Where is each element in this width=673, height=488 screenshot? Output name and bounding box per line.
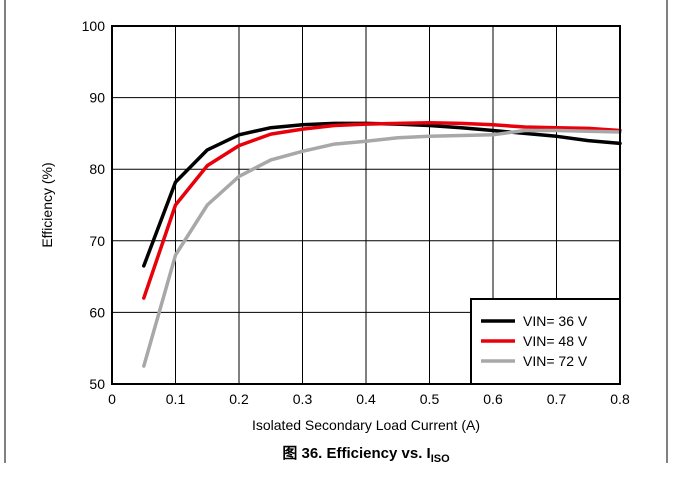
caption-main: 图 36. Efficiency vs. I xyxy=(282,445,430,462)
x-tick-label: 0.3 xyxy=(293,391,313,407)
legend-label-2: VIN= 48 V xyxy=(523,333,588,349)
y-tick-label: 70 xyxy=(89,233,105,249)
y-tick-label: 100 xyxy=(82,18,106,34)
y-tick-label: 60 xyxy=(89,304,105,320)
x-tick-label: 0.5 xyxy=(420,391,440,407)
plot-area-border xyxy=(111,25,621,385)
y-axis-label: Efficiency (%) xyxy=(39,162,55,247)
x-axis-label: Isolated Secondary Load Current (A) xyxy=(252,417,480,433)
series-lines xyxy=(142,120,622,368)
series-line-1 xyxy=(142,121,622,268)
caption-subscript: ISO xyxy=(431,453,450,465)
y-tick-labels: 50 60 70 80 90 100 xyxy=(82,18,106,392)
y-tick-label: 80 xyxy=(89,161,105,177)
legend-label-1: VIN= 36 V xyxy=(523,313,588,329)
y-tick-label: 90 xyxy=(89,90,105,106)
x-tick-label: 0.7 xyxy=(547,391,567,407)
x-tick-label: 0 xyxy=(108,391,116,407)
series-line-2 xyxy=(142,120,622,300)
x-tick-label: 0.8 xyxy=(610,391,630,407)
x-tick-label: 0.2 xyxy=(229,391,249,407)
series-line-3 xyxy=(142,128,622,368)
legend-label-3: VIN= 72 V xyxy=(523,353,588,369)
x-tick-label: 0.4 xyxy=(356,391,376,407)
figure-caption: 图 36. Efficiency vs. IISO xyxy=(282,445,450,465)
x-tick-label: 0.1 xyxy=(166,391,186,407)
legend: VIN= 36 V VIN= 48 V VIN= 72 V xyxy=(470,298,621,385)
x-tick-label: 0.6 xyxy=(483,391,503,407)
y-tick-label: 50 xyxy=(89,376,105,392)
x-tick-labels: 0 0.1 0.2 0.3 0.4 0.5 0.6 0.7 0.8 xyxy=(108,391,630,407)
